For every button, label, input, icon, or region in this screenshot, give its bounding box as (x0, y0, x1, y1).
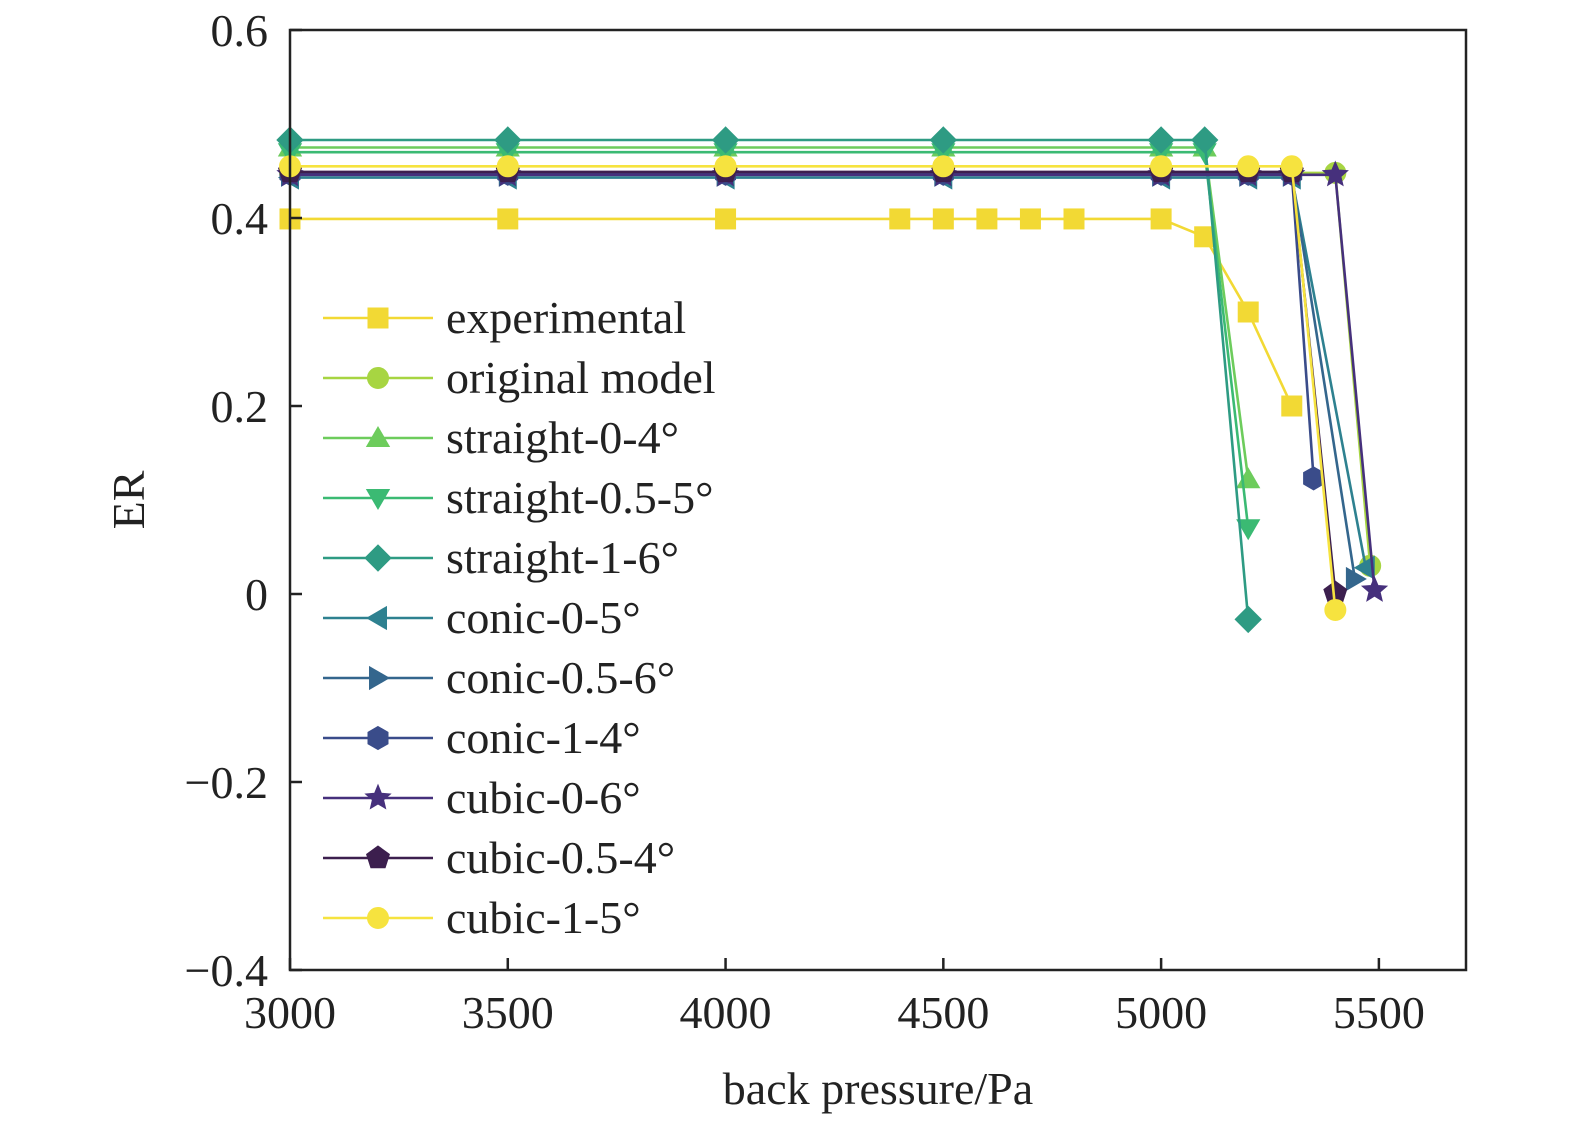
series-0 (279, 208, 1303, 417)
legend-swatch-marker (369, 665, 390, 691)
legend-label: cubic-1-5° (446, 892, 641, 943)
data-point (932, 155, 955, 178)
legend-item: straight-0.5-5° (323, 472, 714, 523)
data-point (1237, 301, 1259, 323)
series-2 (277, 135, 1261, 489)
series-line (290, 150, 1250, 529)
legend-swatch-marker (365, 489, 391, 510)
data-point (1150, 155, 1173, 178)
series-10 (279, 155, 1347, 621)
x-tick-label: 4000 (680, 987, 772, 1038)
data-point (1236, 519, 1261, 541)
x-tick-label: 3000 (244, 987, 336, 1038)
plot-marks (276, 126, 1389, 634)
data-point (714, 155, 737, 178)
y-axis-title: ER (103, 470, 154, 529)
data-point (1234, 605, 1262, 634)
data-point (715, 208, 737, 230)
data-point (496, 155, 519, 178)
x-tick-label: 4500 (897, 987, 989, 1038)
data-point (1321, 160, 1349, 187)
x-tick-label: 5000 (1115, 987, 1207, 1038)
series-4 (276, 126, 1262, 634)
x-tick-label: 5500 (1333, 987, 1425, 1038)
series-line (290, 217, 1293, 407)
data-point (889, 208, 911, 230)
y-tick-label: 0.6 (211, 5, 269, 56)
legend-item: cubic-1-5° (323, 892, 641, 943)
legend-swatch-marker (367, 307, 389, 329)
series-9 (278, 159, 1348, 604)
y-tick-label: 0.4 (211, 193, 269, 244)
legend-item: straight-1-6° (323, 532, 679, 583)
data-point (929, 126, 958, 154)
data-point (494, 126, 522, 154)
data-point (1019, 208, 1041, 230)
legend-item: experimental (323, 292, 686, 343)
y-tick-label: −0.4 (185, 945, 268, 996)
data-point (1063, 208, 1085, 230)
legend-swatch-marker (364, 544, 392, 572)
legend-swatch-marker (367, 907, 389, 929)
legend-item: conic-0.5-6° (323, 652, 675, 703)
series-8 (276, 160, 1389, 602)
data-point (1345, 566, 1367, 592)
legend-label: experimental (446, 292, 686, 343)
series-line (290, 146, 1250, 480)
data-point (1353, 555, 1375, 580)
legend-item: straight-0-4° (323, 412, 679, 463)
data-point (1147, 126, 1175, 154)
legend-label: conic-0.5-6° (446, 652, 675, 703)
series-line (290, 138, 1250, 620)
data-point (1237, 155, 1260, 178)
legend-label: cubic-0.5-4° (446, 832, 675, 883)
legend-swatch-marker (367, 725, 389, 751)
legend-label: original model (446, 352, 716, 403)
data-point (1281, 395, 1303, 417)
x-axis-title: back pressure/Pa (723, 1063, 1033, 1114)
legend: experimental original model straight-0-4° s… (323, 292, 716, 943)
legend-item: cubic-0.5-4° (323, 832, 675, 883)
y-tick-label: 0.2 (211, 381, 269, 432)
legend-swatch-marker (366, 605, 387, 631)
data-point (1150, 208, 1172, 230)
legend-item: conic-1-4° (323, 712, 641, 763)
data-point (1324, 598, 1347, 621)
data-point (976, 208, 998, 230)
legend-label: straight-0-4° (446, 412, 679, 463)
legend-label: conic-1-4° (446, 712, 641, 763)
series-3 (277, 143, 1261, 541)
legend-swatch-marker (366, 845, 390, 869)
data-point (932, 208, 954, 230)
legend-label: cubic-0-6° (446, 772, 641, 823)
legend-swatch-marker (367, 367, 389, 389)
data-point (1190, 126, 1219, 154)
legend-label: straight-0.5-5° (446, 472, 714, 523)
x-axis: 3000 3500 4000 4500 5000 5500 (244, 958, 1425, 1038)
y-tick-label: −0.2 (185, 757, 268, 808)
legend-item: cubic-0-6° (323, 772, 641, 823)
y-axis: −0.4 −0.2 0 0.2 0.4 0.6 (185, 5, 302, 996)
plot-frame (288, 28, 1468, 972)
data-point (1360, 575, 1389, 602)
legend-swatch-marker (364, 783, 392, 810)
data-point (711, 126, 740, 154)
x-tick-label: 3500 (462, 987, 554, 1038)
legend-item: conic-0-5° (323, 592, 641, 643)
legend-item: original model (323, 352, 716, 403)
legend-label: conic-0-5° (446, 592, 641, 643)
y-tick-label: 0 (245, 569, 268, 620)
data-point (1280, 155, 1303, 178)
data-point (497, 208, 519, 230)
legend-label: straight-1-6° (446, 532, 679, 583)
legend-swatch-marker (365, 426, 391, 447)
